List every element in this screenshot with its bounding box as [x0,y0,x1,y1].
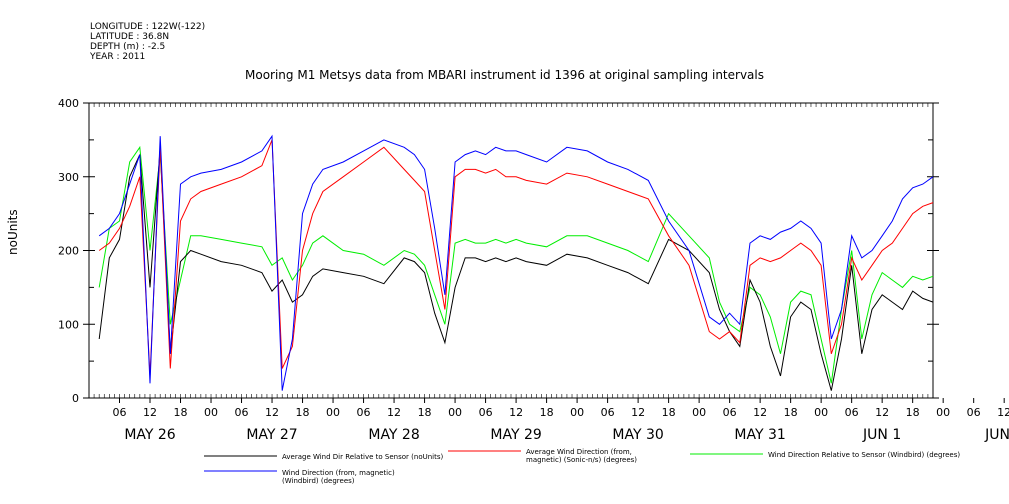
day-label: MAY 31 [734,427,785,443]
day-label: MAY 30 [612,427,663,443]
x-tick-label: 12 [997,406,1009,419]
x-tick-label: 00 [326,406,340,419]
x-tick-label: 18 [540,406,554,419]
x-tick-label: 12 [387,406,401,419]
y-tick-label: 200 [58,245,79,258]
chart-title: Mooring M1 Metsys data from MBARI instru… [245,68,764,82]
x-tick-label: 18 [296,406,310,419]
x-tick-label: 00 [448,406,462,419]
x-tick-label: 06 [967,406,981,419]
series-line-green [98,145,934,384]
x-tick-label: 12 [265,406,279,419]
x-tick-label: 18 [784,406,798,419]
x-tick-label: 12 [631,406,645,419]
x-tick-label: 12 [143,406,157,419]
x-tick-label: 06 [845,406,859,419]
x-tick-label: 18 [906,406,920,419]
longitude-label: LONGITUDE : 122W(-122) [90,22,206,32]
x-tick-label: 06 [479,406,493,419]
x-tick-label: 18 [662,406,676,419]
x-tick-label: 00 [204,406,218,419]
y-tick-label: 0 [72,392,79,405]
legend-label-red: Average Wind Direction (from, magnetic) … [526,448,638,464]
x-tick-label: 00 [692,406,706,419]
series-line-black [98,147,934,391]
x-tick-label: 06 [723,406,737,419]
legend-label-green: Wind Direction Relative to Sensor (Windb… [768,451,961,459]
y-tick-label: 400 [58,97,79,110]
plot-frame [88,102,934,399]
x-tick-label: 06 [601,406,615,419]
x-tick-label: 12 [509,406,523,419]
day-label: MAY 27 [246,427,297,443]
x-tick-label: 12 [875,406,889,419]
day-label: MAY 28 [368,427,419,443]
latitude-label: LATITUDE : 36.8N [90,32,170,42]
x-tick-label: 00 [570,406,584,419]
x-tick-label: 00 [814,406,828,419]
day-label: JUN 2 [984,427,1009,443]
x-tick-label: 06 [235,406,249,419]
x-tick-label: 06 [357,406,371,419]
x-tick-label: 18 [418,406,432,419]
legend-label-blue: Wind Direction (from, magnetic) (Windbir… [282,469,395,485]
y-tick-label: 300 [58,171,79,184]
legend-label-black: Average Wind Dir Relative to Sensor (noU… [282,453,444,461]
series-line-blue [98,134,934,391]
depth-label: DEPTH (m) : -2.5 [90,42,166,52]
year-label: YEAR : 2011 [90,52,146,62]
x-tick-label: 12 [753,406,767,419]
series-line-red [98,139,934,376]
day-label: MAY 26 [124,427,175,443]
x-tick-label: 18 [174,406,188,419]
day-label: MAY 29 [490,427,541,443]
x-tick-label: 06 [113,406,127,419]
x-tick-label: 00 [936,406,950,419]
day-label: JUN 1 [862,427,901,443]
y-tick-label: 100 [58,318,79,331]
